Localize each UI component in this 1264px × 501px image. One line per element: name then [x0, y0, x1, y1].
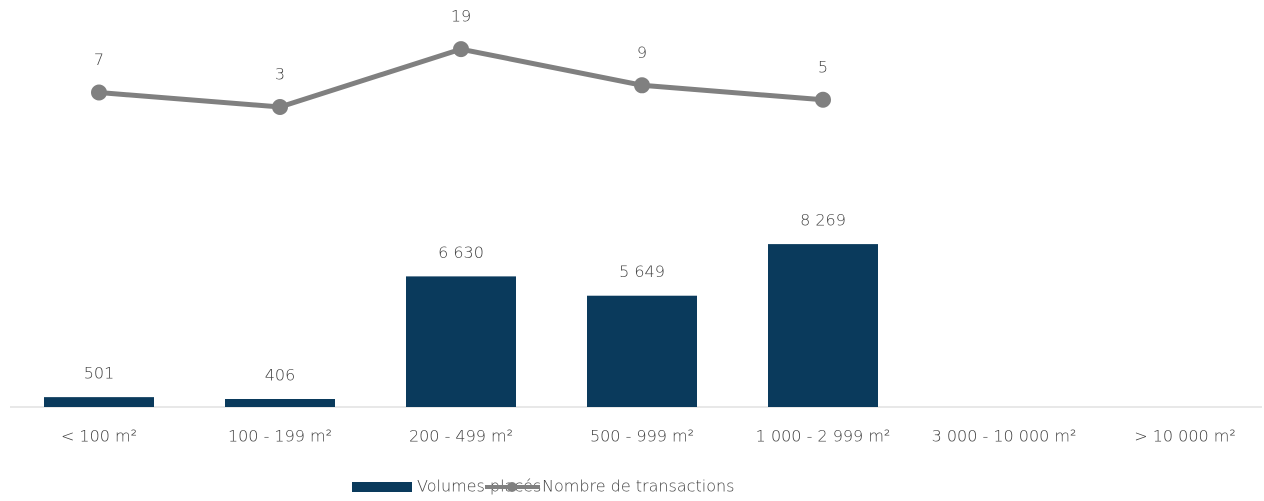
line-marker: [272, 98, 288, 115]
legend-swatch: [352, 482, 412, 492]
data-label: 5: [818, 57, 828, 76]
bar: [44, 397, 154, 407]
x-tick-label: 200 - 499 m²: [409, 427, 513, 446]
legend-label: Nombre de transactions: [542, 477, 734, 496]
line-marker: [91, 84, 107, 101]
data-label: 406: [265, 366, 296, 385]
data-label: 19: [451, 7, 471, 26]
x-tick-label: < 100 m²: [61, 427, 137, 446]
x-tick-label: 100 - 199 m²: [228, 427, 332, 446]
x-tick-label: 3 000 - 10 000 m²: [932, 427, 1077, 446]
data-label: 8 269: [800, 211, 846, 230]
x-tick-label: 500 - 999 m²: [590, 427, 694, 446]
line: [98, 46, 824, 110]
line-marker: [453, 41, 469, 58]
bar: [768, 244, 878, 407]
data-label: 9: [637, 43, 647, 62]
data-label: 5 649: [619, 262, 665, 281]
bar: [225, 399, 335, 407]
data-label: 3: [275, 64, 285, 83]
data-label: 6 630: [438, 243, 484, 262]
x-tick-label: > 10 000 m²: [1134, 427, 1236, 446]
bar: [406, 276, 516, 407]
data-label: 7: [94, 50, 104, 69]
line-marker: [634, 77, 650, 94]
x-tick-label: 1 000 - 2 999 m²: [756, 427, 891, 446]
data-label: 501: [84, 364, 115, 383]
legend-swatch: [507, 482, 517, 492]
bar: [587, 295, 697, 407]
line-marker: [815, 91, 831, 108]
